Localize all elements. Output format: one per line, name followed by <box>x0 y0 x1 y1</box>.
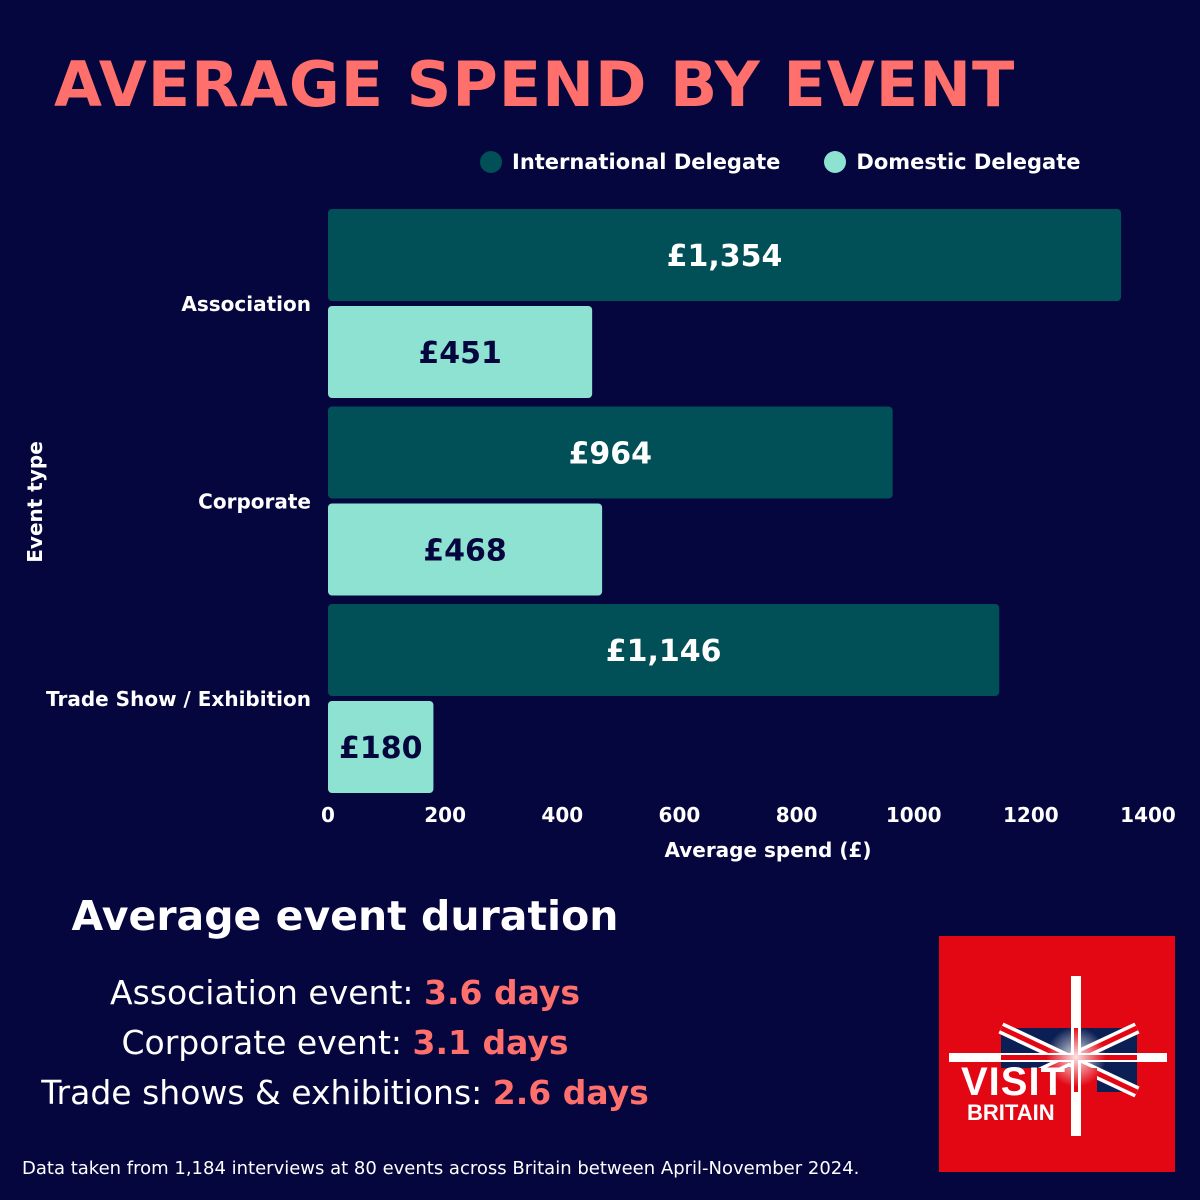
category-label: Corporate <box>198 490 311 514</box>
bar-chart: Association £1,354 £451 Corporate £964 £468 Tr… <box>23 209 1176 862</box>
legend-swatch-international <box>480 151 502 173</box>
duration-label: Trade shows & exhibitions: <box>41 1073 493 1112</box>
union-flag-icon <box>949 976 1167 1140</box>
x-axis-label: Average spend (£) <box>664 838 871 862</box>
x-tick-label: 1000 <box>886 803 942 827</box>
legend-item-domestic: Domestic Delegate <box>824 150 1081 174</box>
data-label: £451 <box>418 336 502 371</box>
bar <box>328 701 434 793</box>
duration-item-trade-show: Trade shows & exhibitions: 2.6 days <box>0 1068 690 1118</box>
logo-text-visit: VISIT <box>961 1060 1067 1104</box>
data-label: £1,146 <box>606 634 722 669</box>
duration-title: Average event duration <box>71 892 619 940</box>
bar <box>328 604 1000 696</box>
page-title: AVERAGE SPEND BY EVENT <box>54 48 1016 121</box>
duration-item-corporate: Corporate event: 3.1 days <box>0 1018 690 1068</box>
logo-text-britain: BRITAIN <box>967 1100 1055 1125</box>
y-axis-label: Event type <box>23 441 47 563</box>
duration-label: Corporate event: <box>121 1023 413 1062</box>
duration-list: Association event: 3.6 days Corporate ev… <box>0 968 690 1118</box>
duration-value: 2.6 days <box>492 1073 649 1112</box>
data-label: £468 <box>423 534 507 569</box>
bar <box>328 306 593 398</box>
visit-britain-logo: VISIT BRITAIN <box>939 936 1175 1172</box>
category-label: Association <box>181 292 311 316</box>
legend-swatch-domestic <box>824 151 847 173</box>
duration-value: 3.6 days <box>424 973 580 1012</box>
duration-value: 3.1 days <box>412 1023 569 1062</box>
x-tick-label: 400 <box>541 803 583 827</box>
data-label: £964 <box>569 437 653 472</box>
legend-label-international: International Delegate <box>512 150 781 174</box>
bar <box>328 209 1122 301</box>
x-tick-label: 1400 <box>1120 803 1176 827</box>
x-tick-label: 1200 <box>1003 803 1059 827</box>
data-label: £180 <box>339 731 423 766</box>
x-tick-label: 200 <box>424 803 466 827</box>
category-label: Trade Show / Exhibition <box>46 687 311 711</box>
bar <box>328 406 893 499</box>
duration-label: Association event: <box>110 973 424 1012</box>
legend-label-domestic: Domestic Delegate <box>856 150 1081 174</box>
x-tick-label: 800 <box>776 803 818 827</box>
data-label: £1,354 <box>667 239 783 274</box>
duration-item-association: Association event: 3.6 days <box>0 968 690 1018</box>
x-tick-label: 0 <box>321 803 335 827</box>
chart-legend: International Delegate Domestic Delegate <box>480 150 1081 174</box>
bar <box>328 503 603 596</box>
legend-item-international: International Delegate <box>480 150 780 174</box>
x-tick-label: 600 <box>659 803 701 827</box>
footnote: Data taken from 1,184 interviews at 80 e… <box>22 1158 860 1179</box>
